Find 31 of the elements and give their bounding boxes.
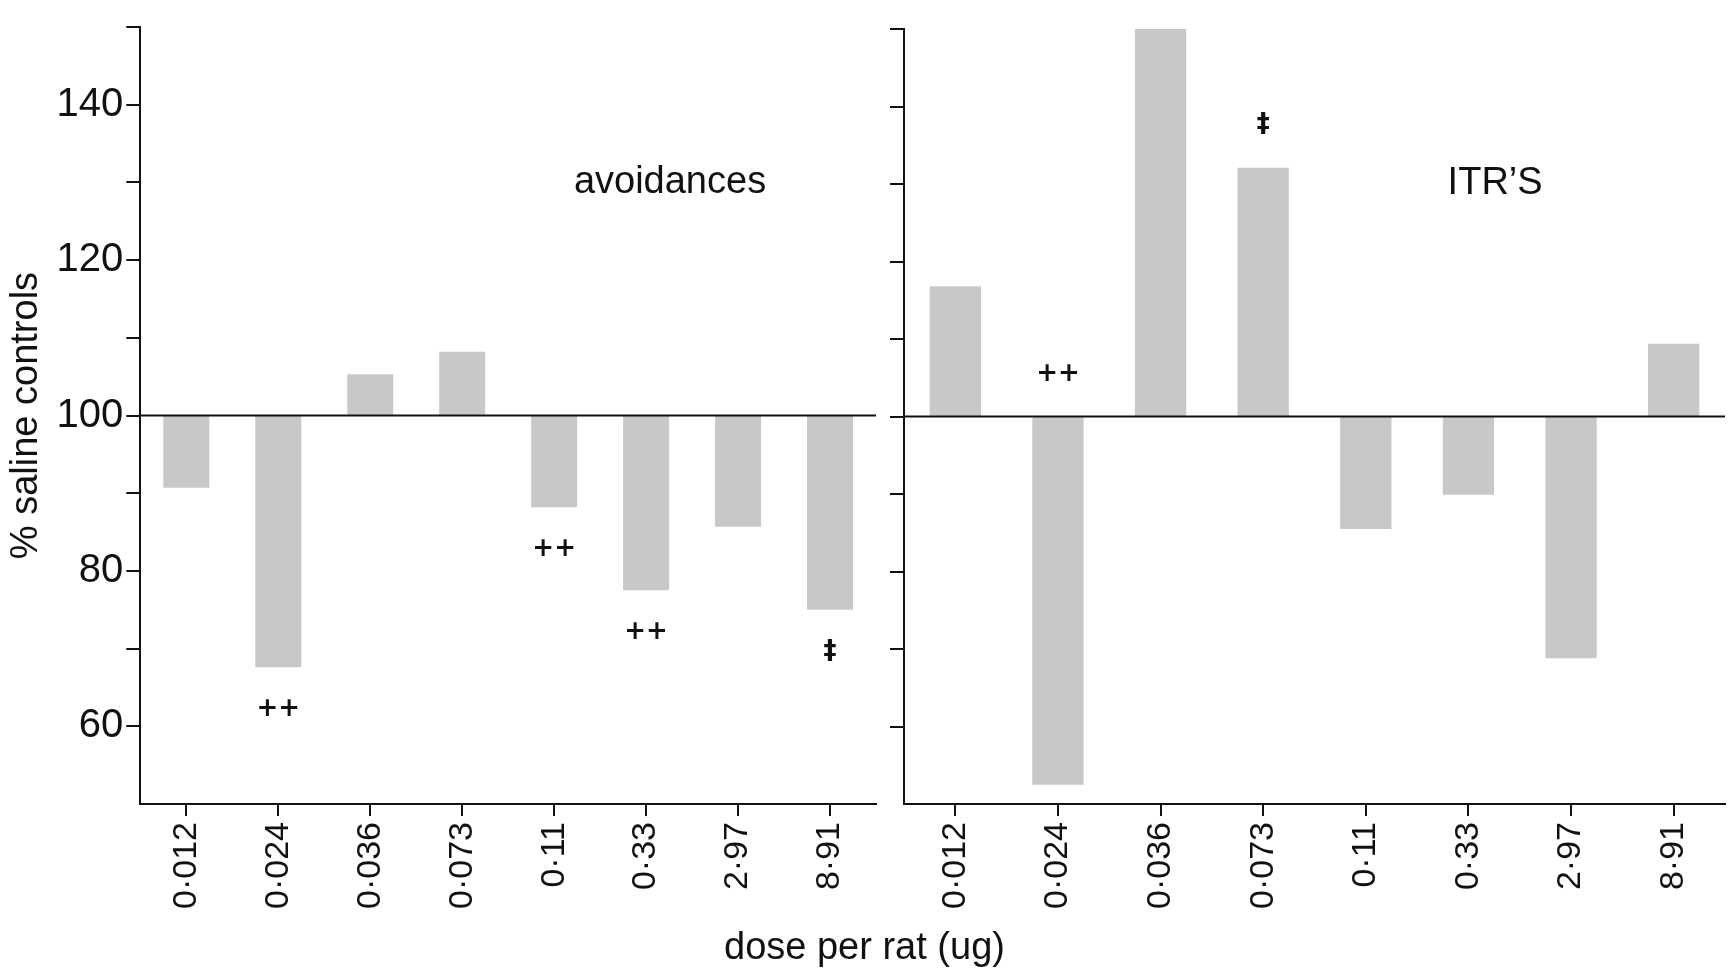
x-tick-label: 0·33 [624, 822, 663, 891]
annotation: ‡ [1256, 108, 1270, 139]
y-tick-label: 120 [56, 235, 124, 280]
x-tick-label: 0·073 [1241, 822, 1280, 910]
x-tick-label: 0·012 [164, 822, 203, 910]
x-tick-label: 0·036 [1138, 822, 1177, 910]
x-tick-label: 0·11 [1344, 822, 1383, 888]
x-tick-label: 2·97 [716, 822, 755, 891]
annotation: ITR’S [1447, 160, 1543, 203]
annotation: ++ [1036, 357, 1080, 388]
x-tick-label: 2·97 [1549, 822, 1588, 891]
y-tick-label: 100 [56, 390, 124, 435]
annotation: avoidances [573, 158, 767, 201]
x-tick-label: 0·024 [1036, 822, 1075, 910]
x-tick-label: 0·33 [1446, 822, 1485, 891]
y-tick-label: 60 [78, 701, 124, 746]
y-tick-label: 80 [78, 545, 124, 590]
x-tick-label: 0·024 [256, 822, 295, 910]
x-tick-label: 0·012 [933, 822, 972, 910]
y-axis-title: % saline controls [3, 271, 46, 560]
annotation: ++ [624, 615, 668, 646]
x-tick-label: 0·073 [440, 822, 479, 910]
x-axis-title: dose per rat (ug) [723, 925, 1006, 968]
x-tick-label: 8·91 [1652, 822, 1691, 891]
annotation: ++ [532, 531, 576, 562]
x-tick-label: 0·036 [348, 822, 387, 910]
x-tick-label: 8·91 [808, 822, 847, 891]
x-tick-label: 0·11 [532, 822, 571, 888]
annotation: ‡ [823, 634, 837, 665]
y-tick-label: 140 [56, 79, 124, 124]
annotation: ++ [256, 692, 301, 723]
